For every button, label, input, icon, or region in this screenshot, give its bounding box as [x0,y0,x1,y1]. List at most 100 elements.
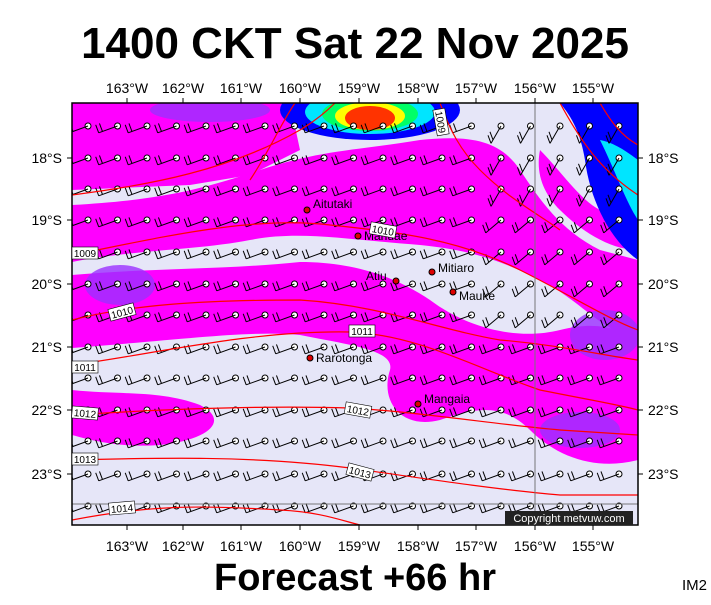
barb-feather [275,312,280,321]
barb-feather [544,317,549,326]
barb-feather [183,313,188,323]
barb-shaft [452,125,472,134]
barb-feather [272,345,277,355]
isobar-label-box [71,452,99,466]
barb-feather [546,198,551,207]
barb-feather [423,281,428,290]
barb-feather [452,471,457,480]
isobar-label: 1012 [343,401,373,419]
barb-feather [95,345,100,355]
barb-shaft [452,157,472,166]
barb-feather [305,503,310,512]
lon-label: 157°W [455,538,498,554]
barb-feather [360,250,365,260]
barb-shaft [544,314,561,329]
barb-feather [544,222,549,231]
barb-feather [301,282,306,292]
barb-shaft [393,125,413,134]
barb-feather [331,187,336,197]
barb-feather [305,217,310,226]
barb-shaft [452,440,472,449]
isobar-label: 1013 [71,452,99,466]
barb-feather [242,408,247,418]
barb-feather [390,187,395,197]
barb-feather [272,504,277,514]
barb-feather [98,155,103,164]
barb-feather [95,282,100,292]
barb-feather [154,187,159,197]
barb-feather [275,217,280,226]
isobar-label-text: 1012 [346,404,370,419]
barb-shaft [334,157,354,166]
barb-shaft [334,505,354,514]
barb-shaft [603,314,620,329]
barb-feather [183,124,188,134]
barb-feather [570,503,575,512]
image-code: IM2 [682,577,707,594]
barb-feather [216,249,221,258]
barb-shaft [514,314,531,329]
barb-feather [489,163,494,173]
barb-feather [187,471,192,480]
barb-feather [364,344,369,353]
barb-feather [275,249,280,258]
barb-feather [600,471,605,480]
barb-shaft [216,125,236,134]
barb-feather [511,344,516,353]
barb-feather [537,408,542,418]
barb-shaft [600,346,620,355]
lat-label: 22°S [31,402,62,418]
barb-shaft [128,219,148,228]
barb-shaft [98,440,118,449]
barb-feather [360,218,365,228]
barb-shaft [157,346,177,355]
barb-shaft [541,377,561,386]
barb-feather [449,250,454,260]
barb-shaft [511,377,531,386]
barb-feather [275,471,280,480]
barb-feather [393,503,398,512]
barb-shaft [128,440,148,449]
barb-feather [449,187,454,197]
barb-shaft [98,473,118,482]
barb-feather [360,345,365,355]
barb-shaft [157,219,177,228]
lon-label: 162°W [162,80,205,96]
barb-feather [301,439,306,449]
barb-shaft [98,377,118,386]
lon-label: 163°W [106,538,149,554]
barb-feather [423,407,428,416]
barb-feather [128,123,133,132]
barb-feather [596,472,601,482]
isobar-label-text: 1011 [351,327,373,338]
barb-feather [489,194,494,204]
lon-label: 156°W [514,538,557,554]
barb-shaft [452,409,472,418]
barb-feather [596,439,601,449]
barb-shaft [549,157,561,176]
barb-shaft [364,125,384,134]
barb-shaft [520,125,531,144]
barb-feather [216,344,221,353]
barb-shaft [485,219,502,234]
title: 1400 CKT Sat 22 Nov 2025 [81,19,629,68]
lon-label: 160°W [279,80,322,96]
barb-feather [246,407,251,416]
barb-shaft [490,188,502,207]
barb-feather [183,408,188,418]
lon-label: 155°W [572,80,615,96]
barb-feather [246,281,251,290]
barb-shaft [275,473,295,482]
barb-shaft [216,377,236,386]
barb-shaft [541,346,561,355]
barb-shaft [364,440,384,449]
barb-feather [124,345,129,355]
barb-feather [187,281,192,290]
barb-feather [449,376,454,386]
barb-feather [98,249,103,258]
barb-feather [364,186,369,195]
barb-shaft [128,314,148,323]
barb-feather [600,224,605,234]
barb-feather [452,407,457,416]
barb-feather [449,408,454,418]
